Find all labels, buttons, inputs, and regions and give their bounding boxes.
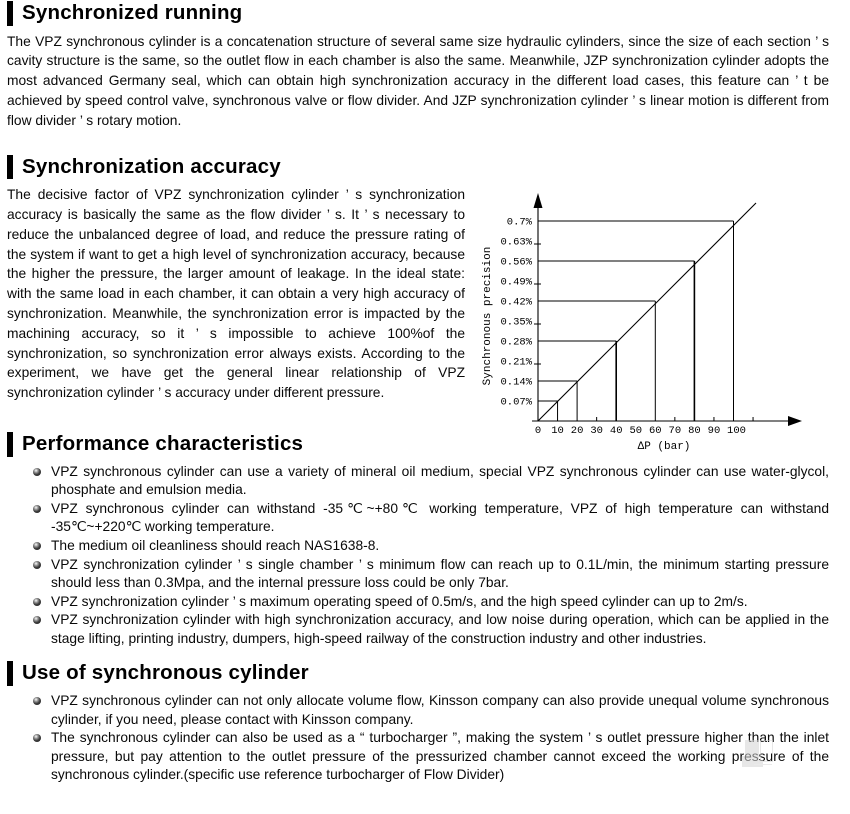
svg-text:0.21%: 0.21% xyxy=(500,357,532,369)
svg-text:90: 90 xyxy=(708,425,721,437)
svg-text:30: 30 xyxy=(590,425,603,437)
svg-text:50: 50 xyxy=(629,425,642,437)
svg-text:0.07%: 0.07% xyxy=(500,397,532,409)
svg-text:100: 100 xyxy=(727,425,746,437)
svg-text:0.56%: 0.56% xyxy=(500,257,532,269)
svg-text:0.14%: 0.14% xyxy=(500,377,532,389)
svg-text:Synchronous precision: Synchronous precision xyxy=(482,247,494,386)
svg-text:40: 40 xyxy=(610,425,623,437)
svg-text:0.7%: 0.7% xyxy=(507,217,533,229)
svg-text:0.63%: 0.63% xyxy=(500,237,532,249)
svg-text:20: 20 xyxy=(571,425,584,437)
svg-text:0: 0 xyxy=(535,425,541,437)
svg-text:0.35%: 0.35% xyxy=(500,317,532,329)
svg-text:0.49%: 0.49% xyxy=(500,277,532,289)
svg-text:60: 60 xyxy=(649,425,662,437)
svg-text:70: 70 xyxy=(669,425,682,437)
svg-text:0.42%: 0.42% xyxy=(500,297,532,309)
svg-text:0.28%: 0.28% xyxy=(500,337,532,349)
svg-text:10: 10 xyxy=(551,425,564,437)
svg-text:80: 80 xyxy=(688,425,701,437)
svg-text:ΔP (bar): ΔP (bar) xyxy=(638,441,691,453)
